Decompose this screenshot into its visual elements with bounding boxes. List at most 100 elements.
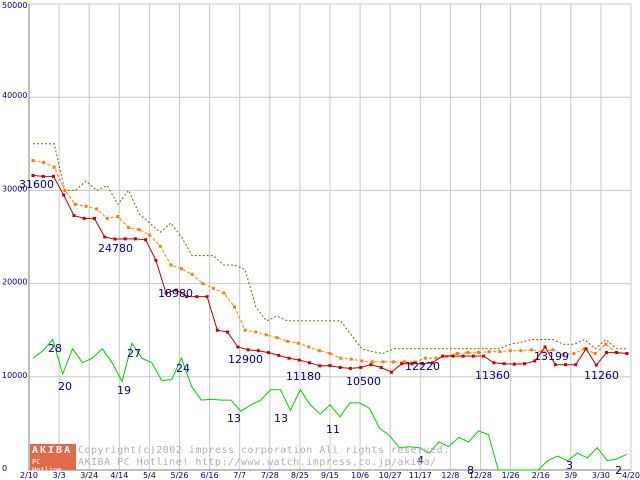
data-point — [402, 360, 406, 364]
x-tick-label: 7/7 — [233, 471, 246, 480]
data-point — [392, 360, 396, 364]
data-point — [185, 295, 189, 299]
data-point — [553, 363, 557, 367]
data-point — [116, 214, 120, 218]
data-point — [158, 244, 162, 248]
data-point — [195, 295, 199, 299]
data-point — [594, 363, 598, 367]
x-tick-label: 4/14 — [110, 471, 128, 480]
data-point — [51, 174, 55, 178]
data-point — [604, 342, 608, 346]
data-point — [267, 351, 271, 355]
x-tick-label: 1/26 — [502, 471, 520, 480]
x-tick-label: 6/16 — [201, 471, 219, 480]
data-point — [297, 358, 301, 362]
price-label: 18980 — [158, 287, 193, 300]
data-point — [530, 348, 534, 352]
data-point — [434, 356, 438, 360]
data-point — [564, 363, 568, 367]
price-label: 13199 — [534, 350, 569, 363]
price-label: 31600 — [19, 178, 54, 191]
data-point — [211, 286, 215, 290]
data-point — [441, 354, 445, 358]
data-point — [317, 349, 321, 353]
x-tick-label: 12/28 — [469, 471, 492, 480]
data-point — [215, 328, 219, 332]
data-point — [572, 352, 576, 355]
data-point — [144, 238, 148, 242]
x-tick-label: 3/24 — [80, 471, 98, 480]
data-point — [123, 237, 127, 241]
data-point — [360, 359, 364, 363]
x-tick-label: 12/8 — [441, 471, 459, 480]
site-url-line: AKIBA PC Hotline! http://www.watch.impre… — [78, 457, 437, 468]
count-label: 8 — [467, 464, 474, 477]
price-label: 10500 — [346, 375, 381, 388]
y-tick-label: 30000 — [2, 184, 27, 193]
x-tick-label: 3/3 — [53, 471, 66, 480]
price-label: 12220 — [405, 360, 440, 373]
data-point — [148, 233, 152, 237]
data-point — [254, 330, 258, 334]
data-point — [471, 354, 475, 358]
x-tick-label: 3/30 — [592, 471, 610, 480]
data-point — [430, 361, 434, 365]
data-point — [328, 352, 332, 355]
price-label: 11360 — [475, 369, 510, 382]
data-point — [466, 351, 470, 355]
data-point — [379, 365, 383, 369]
data-point — [339, 356, 343, 360]
data-point — [400, 362, 404, 366]
data-point — [137, 228, 141, 232]
data-point — [519, 349, 523, 353]
data-point — [615, 351, 619, 355]
data-point — [461, 354, 465, 358]
x-tick-label: 7/28 — [261, 471, 279, 480]
count-label: 27 — [127, 347, 141, 360]
count-label: 3 — [566, 459, 573, 472]
data-point — [126, 226, 130, 230]
price-label: 24780 — [98, 242, 133, 255]
data-point — [296, 341, 300, 345]
data-point — [389, 370, 393, 374]
data-point — [423, 356, 427, 360]
data-point — [349, 357, 353, 361]
data-point — [236, 345, 240, 349]
data-point — [133, 237, 137, 241]
data-point — [62, 193, 66, 197]
data-point — [52, 165, 56, 169]
data-point — [246, 348, 250, 352]
count-label: 28 — [48, 342, 62, 355]
series-line-shop-count — [32, 338, 628, 471]
data-point — [574, 363, 578, 367]
data-point — [113, 237, 117, 241]
data-point — [512, 362, 516, 366]
data-point — [41, 174, 45, 178]
data-point — [561, 352, 565, 356]
data-point — [154, 258, 158, 262]
data-point — [287, 356, 291, 360]
x-tick-label: 8/25 — [291, 471, 309, 480]
count-label: 11 — [326, 423, 340, 436]
x-tick-label: 11/17 — [409, 471, 432, 480]
price-label: 11260 — [584, 369, 619, 382]
data-point — [105, 216, 109, 220]
y-tick-label: 20000 — [2, 278, 27, 287]
data-point — [508, 349, 512, 353]
data-point — [451, 354, 455, 358]
y-tick-label: 10000 — [2, 371, 27, 380]
data-point — [180, 267, 183, 271]
data-point — [222, 291, 226, 295]
x-tick-label: 3/9 — [564, 471, 577, 480]
data-point — [370, 360, 374, 364]
x-tick-label: 5/4 — [143, 471, 156, 480]
x-tick-label: 10/6 — [351, 471, 369, 480]
count-label: 2 — [615, 464, 622, 477]
data-point — [286, 339, 290, 343]
logo-text-bottom: PC Hotline — [32, 458, 62, 474]
data-point — [169, 263, 173, 267]
copyright-watermark: AKIBA PC Hotline Copyright(c)2002 impres… — [30, 444, 510, 474]
x-tick-label: 5/26 — [171, 471, 189, 480]
data-point — [348, 366, 352, 370]
logo-text-top: AKIBA — [32, 445, 73, 456]
